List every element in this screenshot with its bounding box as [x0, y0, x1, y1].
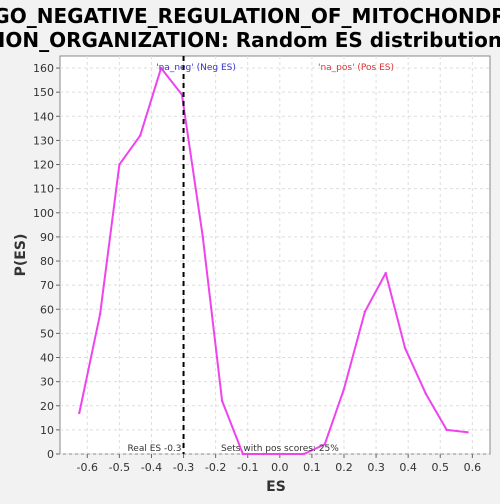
- data-point: [384, 271, 387, 275]
- data-point: [78, 411, 81, 415]
- x-tick-label: 0.0: [271, 461, 289, 474]
- x-tick-label: -0.3: [173, 461, 194, 474]
- y-tick-label: 150: [33, 86, 54, 99]
- y-axis-label: P(ES): [13, 234, 29, 277]
- data-point: [98, 312, 102, 316]
- x-tick-label: -0.4: [141, 461, 162, 474]
- y-tick-label: 120: [33, 159, 54, 172]
- data-point: [445, 428, 448, 432]
- axes: 0 10 20 30 40 50 60 70 80 90 100 110 120 130 140 150 160…: [33, 62, 481, 474]
- y-tick-label: 20: [40, 400, 54, 413]
- annotation-0: 'na_neg' (Neg ES): [156, 63, 236, 73]
- data-point: [323, 443, 326, 446]
- data-point: [262, 452, 265, 456]
- data-point: [363, 310, 367, 313]
- y-tick-label: 130: [33, 134, 54, 147]
- y-tick-label: 90: [40, 231, 54, 244]
- annotations-layer: Real ES -0.3 'na_neg' (Neg ES) 'na_pos' (P…: [127, 56, 394, 454]
- real-es-label: Real ES -0.3: [127, 444, 181, 454]
- chart-title-line-2: ION_ORGANIZATION: Random ES distribution: [0, 28, 500, 52]
- data-point: [139, 134, 142, 137]
- x-tick-label: -0.5: [109, 461, 130, 474]
- x-tick-label: 0.1: [303, 461, 321, 474]
- x-tick-label: -0.6: [77, 461, 98, 474]
- series-line-0: [78, 67, 468, 455]
- x-tick-label: 0.2: [335, 461, 353, 474]
- y-tick-label: 40: [40, 352, 54, 365]
- chart-title-line-1: GO_NEGATIVE_REGULATION_OF_MITOCHONDR: [0, 4, 500, 28]
- x-tick-label: -0.1: [237, 461, 258, 474]
- grid-lines: [60, 56, 490, 455]
- data-point: [281, 452, 285, 456]
- data-point: [302, 452, 306, 456]
- plot-area: [59, 55, 491, 455]
- data-point: [424, 392, 428, 395]
- data-point: [403, 346, 407, 350]
- x-axis-label: ES: [266, 479, 286, 495]
- data-point: [180, 93, 184, 96]
- y-tick-label: 110: [33, 183, 54, 196]
- x-tick-label: -0.2: [205, 461, 226, 474]
- x-tick-label: 0.5: [432, 461, 450, 474]
- data-point: [241, 452, 245, 456]
- y-tick-label: 100: [33, 207, 54, 220]
- data-point: [342, 387, 346, 391]
- x-tick-label: 0.4: [399, 461, 417, 474]
- y-tick-label: 60: [40, 303, 54, 316]
- y-tick-label: 10: [40, 424, 54, 437]
- y-tick-label: 0: [47, 448, 54, 461]
- y-tick-label: 140: [33, 110, 54, 123]
- series-layer: [78, 66, 469, 456]
- data-point: [201, 235, 204, 239]
- data-point: [159, 66, 163, 70]
- x-tick-label: 0.3: [367, 461, 385, 474]
- y-tick-label: 160: [33, 62, 54, 75]
- y-tick-label: 50: [40, 327, 54, 340]
- data-point: [118, 163, 121, 166]
- data-point: [220, 399, 224, 403]
- annotation-1: 'na_pos' (Pos ES): [318, 63, 394, 73]
- annotation-2: Sets with pos scores: 25%: [221, 444, 339, 454]
- x-tick-label: 0.6: [464, 461, 482, 474]
- y-tick-label: 80: [40, 255, 54, 268]
- y-tick-label: 30: [40, 376, 54, 389]
- data-point: [466, 431, 469, 434]
- y-tick-label: 70: [40, 279, 54, 292]
